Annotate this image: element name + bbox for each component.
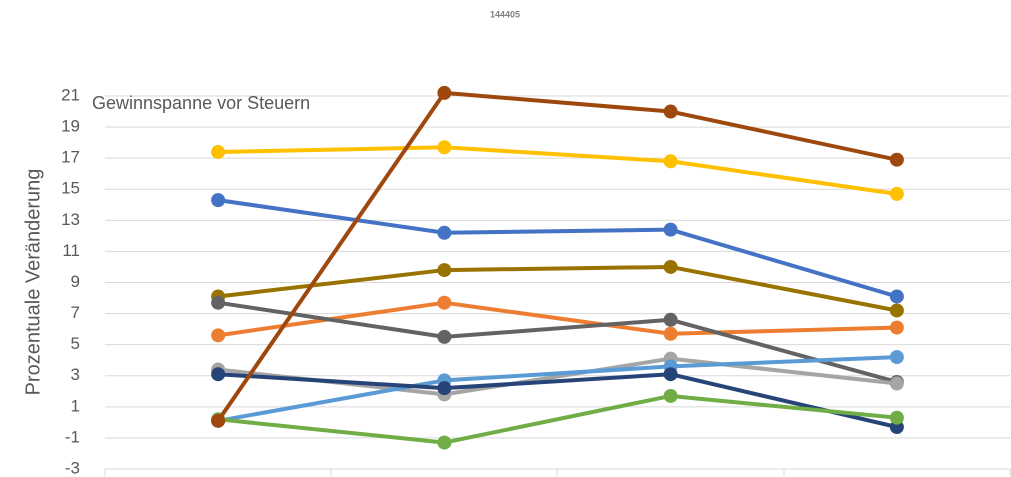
series-line xyxy=(217,356,898,397)
marker xyxy=(211,295,226,310)
marker xyxy=(663,388,678,403)
marker xyxy=(437,263,452,278)
marker xyxy=(663,222,678,237)
y-axis-title: Prozentuale Veränderung xyxy=(22,169,44,396)
y-tick-label: 11 xyxy=(62,241,80,260)
y-tick-label: 1 xyxy=(71,396,80,415)
marker xyxy=(889,320,904,335)
marker xyxy=(437,381,452,396)
marker xyxy=(437,295,452,310)
marker xyxy=(663,326,678,341)
y-tick-label: 21 xyxy=(61,85,80,104)
marker xyxy=(437,435,452,450)
series-line xyxy=(217,393,898,445)
y-tick-label: 15 xyxy=(61,179,80,198)
marker xyxy=(663,104,678,119)
marker xyxy=(889,186,904,201)
y-tick-label: 3 xyxy=(71,365,80,384)
y-tick-label: 19 xyxy=(61,117,80,136)
marker xyxy=(663,312,678,327)
marker xyxy=(437,225,452,240)
marker xyxy=(889,350,904,365)
marker xyxy=(889,289,904,304)
marker xyxy=(211,413,226,428)
series-line xyxy=(216,90,898,422)
marker xyxy=(663,367,678,382)
y-tick-label: 5 xyxy=(71,334,80,353)
series-line xyxy=(218,145,898,196)
series-line xyxy=(217,355,897,423)
marker xyxy=(437,140,452,155)
series-line xyxy=(218,372,898,429)
marker xyxy=(211,144,226,159)
annotation: Gewinnspanne vor Steuern xyxy=(92,93,310,113)
marker xyxy=(889,152,904,167)
category-ticks xyxy=(104,469,1011,476)
marker xyxy=(663,259,678,274)
y-tick-label: -1 xyxy=(65,427,80,446)
series-line xyxy=(217,264,898,313)
y-tick-label: -3 xyxy=(65,458,80,477)
marker xyxy=(663,154,678,169)
y-tick-label: 13 xyxy=(61,210,80,229)
marker xyxy=(889,376,904,391)
marker xyxy=(437,329,452,344)
marker xyxy=(211,193,226,208)
y-tick-label: 7 xyxy=(71,303,80,322)
series-line xyxy=(217,300,898,384)
series-line xyxy=(217,198,898,299)
y-tick-label: 9 xyxy=(71,272,80,291)
marker xyxy=(211,367,226,382)
marker xyxy=(889,410,904,425)
marker xyxy=(437,85,452,100)
chart-title: 144405 xyxy=(490,9,520,19)
marker xyxy=(211,328,226,343)
y-tick-label: 17 xyxy=(61,148,80,167)
marker xyxy=(889,303,904,318)
